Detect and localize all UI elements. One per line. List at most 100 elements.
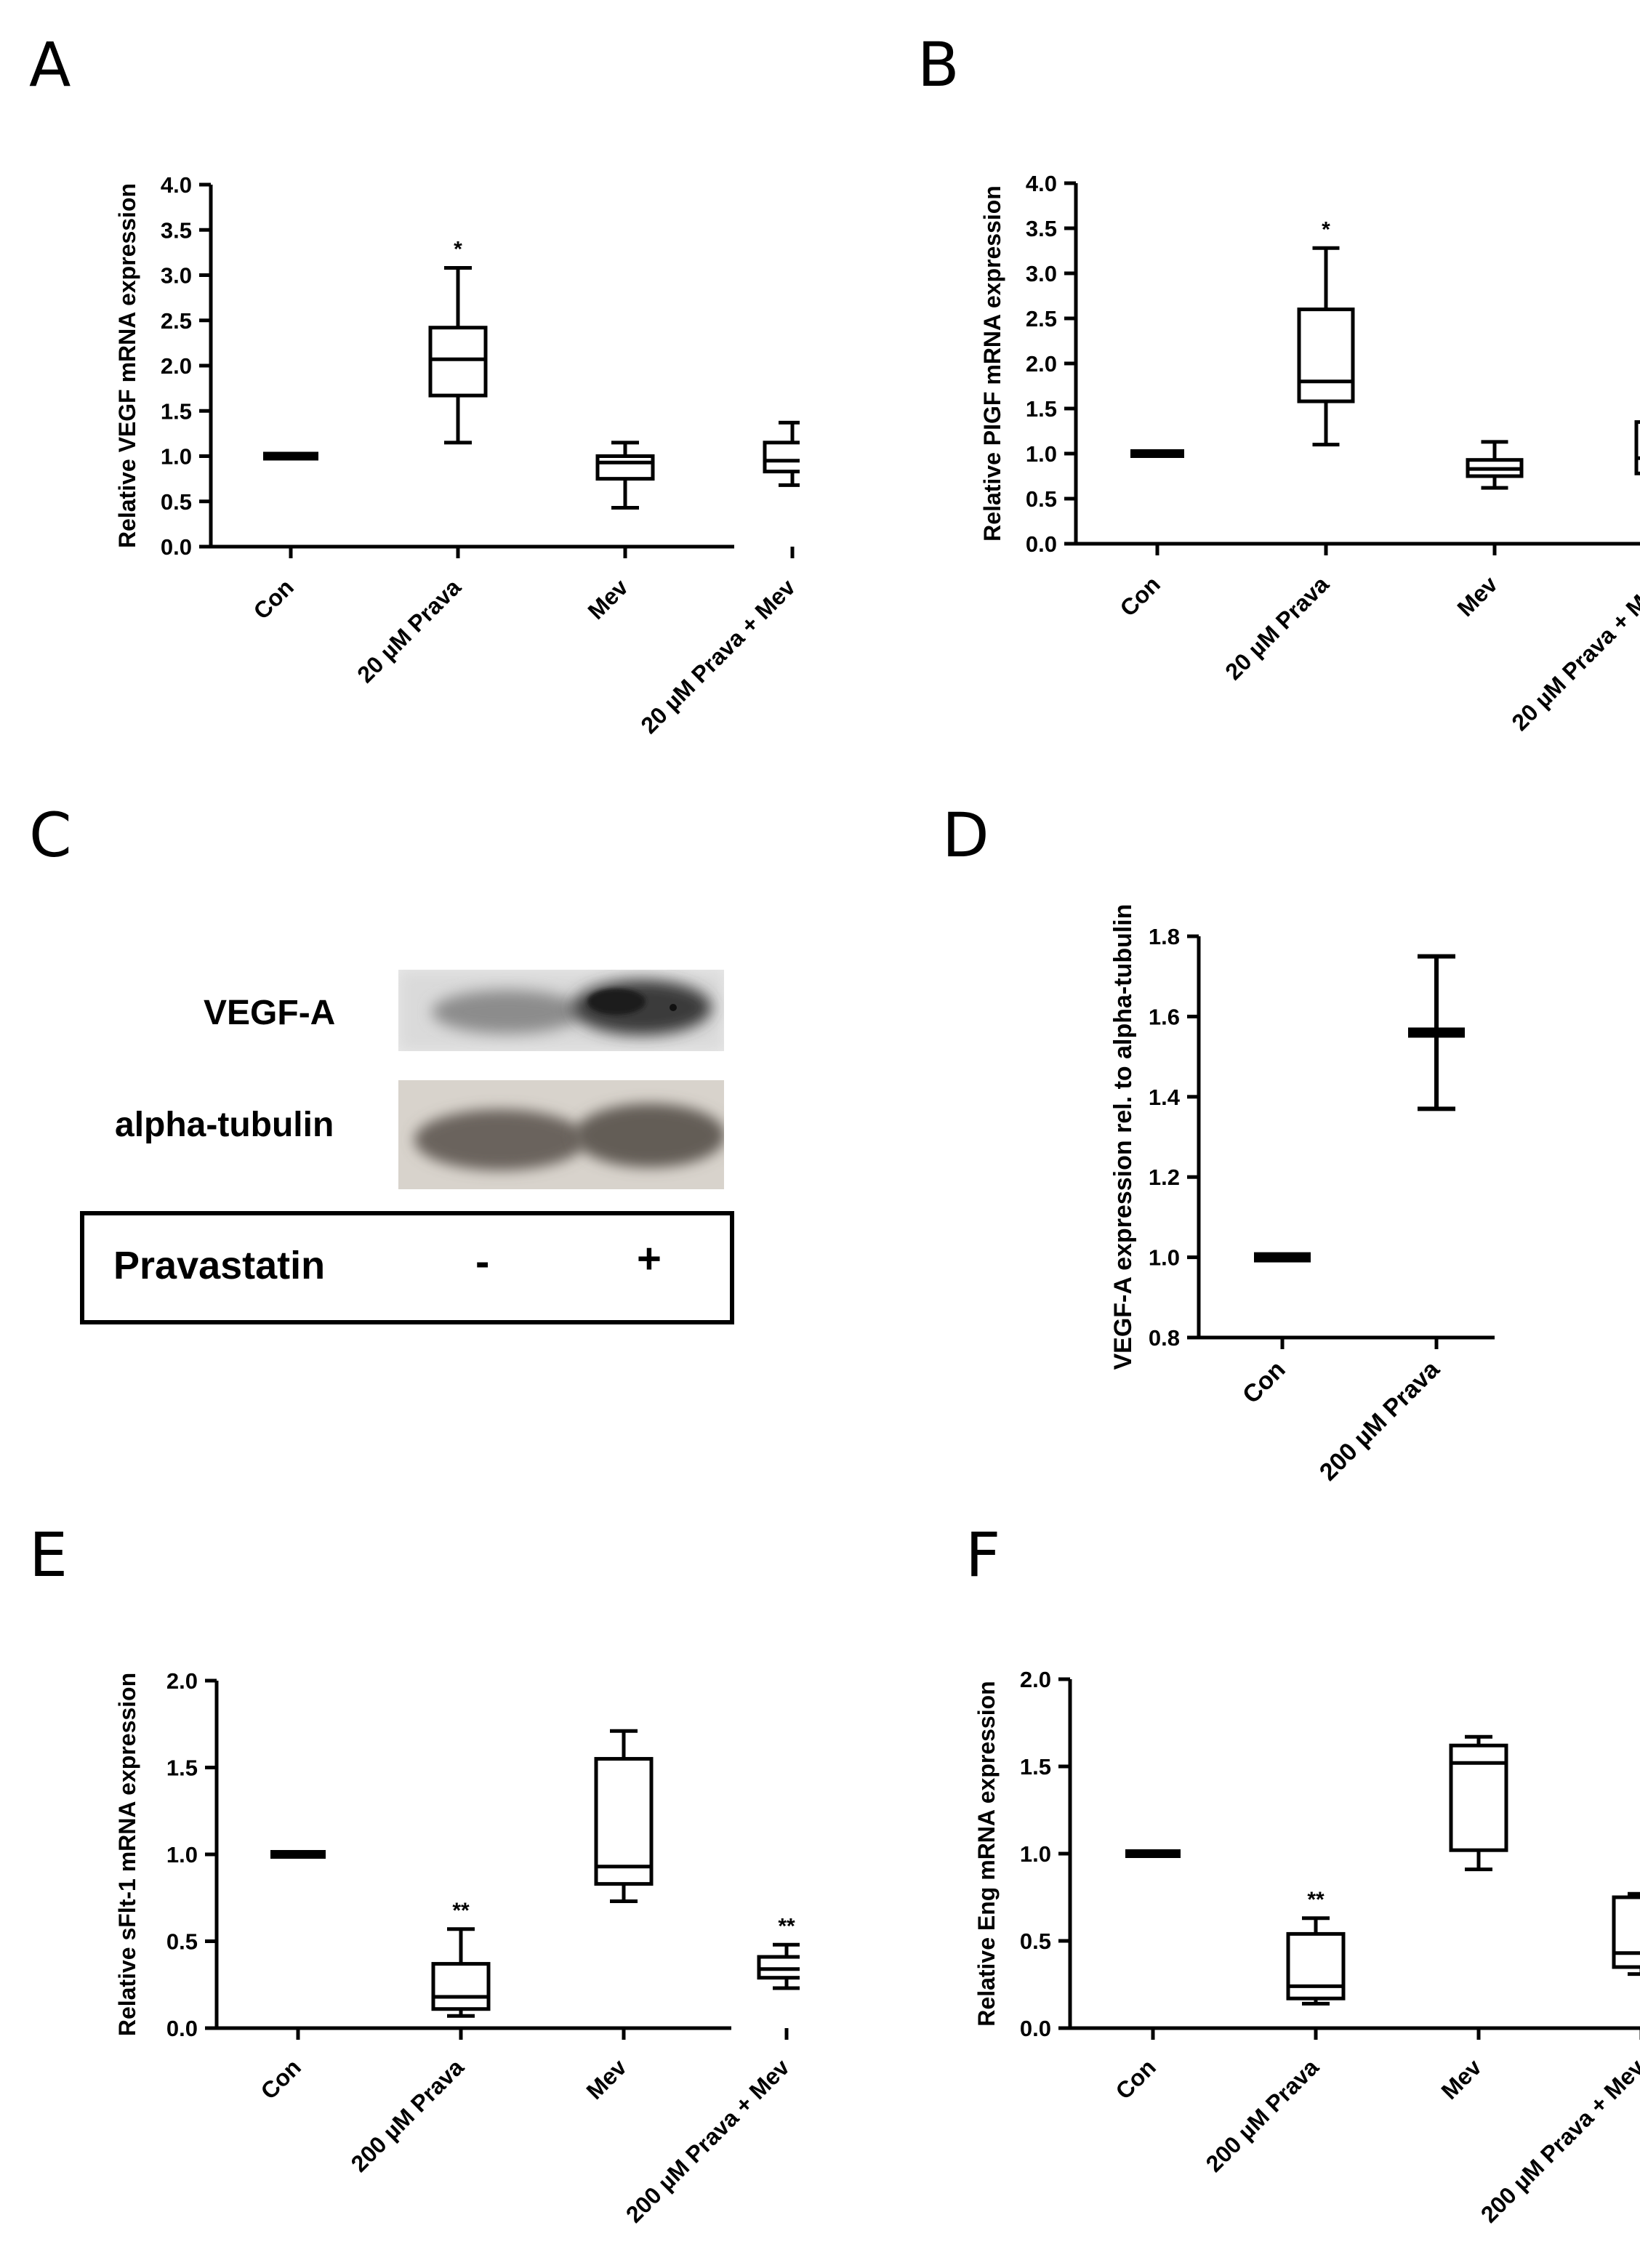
iqr-box	[1297, 307, 1355, 403]
box-f-4	[1612, 1891, 1640, 1977]
iqr-box	[594, 1757, 654, 1886]
panel-label-b: B	[917, 29, 960, 100]
treatment-label: Pravastatin	[113, 1244, 326, 1287]
y-axis-title-d: VEGF-A expression rel. to alpha-tubulin	[1109, 904, 1137, 1370]
y-tick-label-d: 1.0	[1149, 1245, 1180, 1271]
box-e-2: **	[431, 1899, 491, 2018]
y-tick-label-f: 1.0	[1020, 1841, 1051, 1867]
y-axis-title-a: Relative VEGF mRNA expression	[114, 183, 140, 548]
iqr-box	[595, 454, 655, 481]
box-e-4: **	[757, 1914, 800, 1990]
box-f-2: **	[1286, 1888, 1346, 2006]
chart-panel-a: 0.0 0.5 1.0 1.5 2.0 2.5 3.0 3.5 4.0 Relative VEGF…	[114, 172, 800, 739]
y-tick-label-b: 3.5	[1026, 216, 1057, 241]
chart-panel-e: 0.0 0.5 1.0 1.5 2.0 Relative sFlt-1 mRNA expr…	[114, 1668, 800, 2228]
chart-panel-d: 0.8 1.0 1.2 1.4 1.6 1.8 VEGF-A expression rel.…	[1109, 904, 1495, 1487]
box-d-2	[1408, 954, 1465, 1111]
y-tick-label-a: 1.5	[161, 398, 192, 424]
significance-mark: *	[1322, 217, 1330, 241]
y-tick-label-b: 0.0	[1026, 531, 1057, 557]
y-tick-label-d: 1.6	[1149, 1004, 1180, 1029]
y-tick-label-f: 1.5	[1020, 1754, 1051, 1780]
y-tick-label-a: 3.5	[161, 217, 192, 243]
x-tick-label-b: Con	[1115, 571, 1165, 621]
blot-label-alpha-tubulin: alpha-tubulin	[115, 1106, 334, 1144]
x-tick-label-f: Mev	[1436, 2054, 1487, 2104]
x-tick-label-a: 20 µM Prava	[352, 574, 466, 688]
y-tick-label-a: 1.0	[161, 444, 192, 470]
iqr-box	[428, 326, 488, 398]
y-axis-title-b: Relative PIGF mRNA expression	[979, 185, 1005, 542]
y-tick-label-a: 0.0	[161, 534, 192, 560]
y-tick-label-b: 4.0	[1026, 171, 1057, 196]
x-tick-label-e: 200 µM Prava + Mev	[621, 2054, 795, 2227]
y-tick-label-a: 2.0	[161, 353, 192, 379]
y-tick-label-f: 0.5	[1020, 1929, 1051, 1954]
chart-panel-f: 0.0 0.5 1.0 1.5 2.0 Relative Eng mRNA express…	[973, 1667, 1640, 2228]
y-tick-label-d: 1.4	[1149, 1085, 1181, 1110]
x-tick-label-e: 200 µM Prava	[346, 2054, 469, 2176]
y-tick-label-b: 1.5	[1026, 396, 1057, 422]
x-tick-label-b: Mev	[1452, 571, 1503, 622]
y-tick-label-d: 1.8	[1149, 924, 1180, 949]
significance-mark: **	[1307, 1888, 1325, 1912]
x-tick-label-a: 20 µM Prava + Mev	[635, 574, 800, 739]
chart-panel-b: 0.0 0.5 1.0 1.5 2.0 2.5 3.0 3.5 4.0 Relative PIGF…	[979, 171, 1640, 736]
y-tick-label-a: 4.0	[161, 172, 192, 198]
significance-mark: **	[452, 1899, 470, 1923]
y-tick-label-d: 1.2	[1149, 1165, 1180, 1190]
box-b-4	[1634, 420, 1640, 475]
x-tick-label-b: 20 µM Prava + Mev	[1506, 571, 1640, 736]
y-tick-label-b: 1.0	[1026, 441, 1057, 467]
y-tick-label-b: 2.5	[1026, 306, 1057, 331]
lane-1-sign: -	[475, 1238, 490, 1285]
y-tick-label-e: 0.5	[166, 1929, 198, 1955]
panel-label-f: F	[965, 1519, 1001, 1591]
blot-label-vegf-a: VEGF-A	[204, 994, 336, 1032]
panel-label-a: A	[29, 29, 71, 100]
box-a-4	[763, 420, 800, 487]
blot-image-alpha-tubulin	[398, 1080, 724, 1189]
x-tick-label-e: Mev	[581, 2054, 632, 2104]
x-tick-label-d: Con	[1237, 1356, 1291, 1410]
y-tick-label-b: 2.0	[1026, 351, 1057, 377]
x-tick-label-a: Mev	[582, 574, 633, 624]
y-tick-label-e: 0.0	[166, 2016, 198, 2041]
x-tick-label-f: Con	[1111, 2054, 1161, 2104]
panel-label-e: E	[29, 1519, 68, 1591]
treatment-box: Pravastatin - +	[80, 1211, 734, 1324]
y-tick-label-b: 3.0	[1026, 261, 1057, 286]
y-tick-label-e: 1.5	[166, 1756, 198, 1781]
box-f-3	[1449, 1734, 1508, 1872]
x-tick-label-b: 20 µM Prava	[1220, 571, 1334, 685]
y-tick-label-e: 2.0	[166, 1668, 198, 1694]
y-tick-label-f: 0.0	[1020, 2016, 1051, 2041]
lane-2-sign: +	[637, 1235, 662, 1282]
box-a-2: *	[428, 238, 488, 445]
x-tick-label-d: 200 µM Prava	[1314, 1355, 1445, 1486]
iqr-box	[1286, 1931, 1346, 2000]
box-b-3	[1466, 440, 1524, 490]
y-tick-label-d: 0.8	[1149, 1325, 1180, 1351]
iqr-box	[431, 1962, 491, 2011]
panel-label-c: C	[29, 800, 72, 871]
box-e-3	[594, 1729, 654, 1904]
iqr-box	[1634, 420, 1640, 475]
iqr-box	[1612, 1895, 1640, 1969]
box-a-3	[595, 441, 655, 510]
y-axis-title-e: Relative sFlt-1 mRNA expression	[114, 1673, 140, 2036]
y-tick-label-b: 0.5	[1026, 486, 1057, 512]
x-tick-label-f: 200 µM Prava	[1201, 2054, 1324, 2176]
x-tick-label-a: Con	[249, 574, 299, 624]
y-tick-label-a: 2.5	[161, 308, 192, 334]
y-axis-title-f: Relative Eng mRNA expression	[973, 1681, 1000, 2026]
box-b-2: *	[1297, 217, 1355, 447]
x-tick-label-f: 200 µM Prava + Mev	[1476, 2054, 1640, 2227]
y-tick-label-e: 1.0	[166, 1842, 198, 1867]
y-tick-label-a: 0.5	[161, 489, 192, 515]
iqr-box	[763, 441, 800, 474]
y-tick-label-a: 3.0	[161, 263, 192, 289]
significance-mark: **	[778, 1914, 795, 1938]
significance-mark: *	[454, 238, 462, 262]
blot-image-vegf-a	[398, 970, 724, 1051]
